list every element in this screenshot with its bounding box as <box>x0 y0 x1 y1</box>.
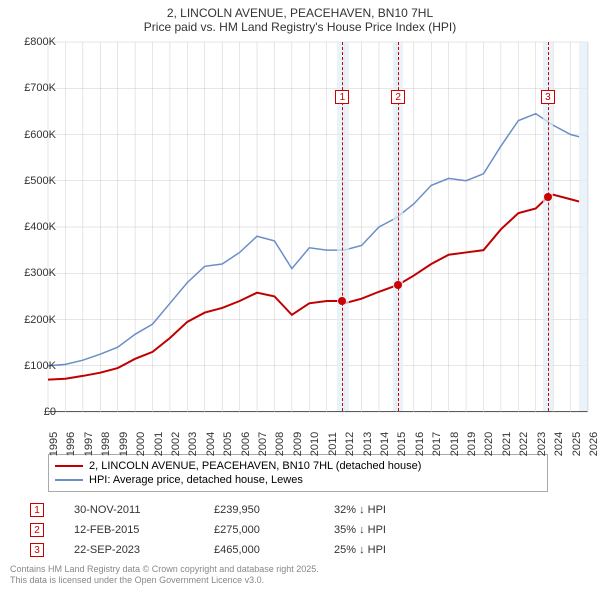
y-axis-tick-label: £400K <box>24 221 56 233</box>
legend-swatch <box>55 479 83 481</box>
transaction-diff: 35% ↓ HPI <box>334 524 454 536</box>
transaction-marker-label: 1 <box>335 90 349 104</box>
y-axis-tick-label: £500K <box>24 175 56 187</box>
x-axis-tick-label: 2021 <box>501 432 513 456</box>
x-axis-tick-label: 1999 <box>118 432 130 456</box>
transaction-price: £465,000 <box>214 544 334 556</box>
x-axis-tick-label: 2005 <box>222 432 234 456</box>
transaction-row-marker: 3 <box>30 543 44 557</box>
chart-plot-area: 1 2 3 <box>48 42 588 412</box>
x-axis-tick-label: 2003 <box>187 432 199 456</box>
x-axis-tick-label: 2015 <box>396 432 408 456</box>
y-axis-tick-label: £200K <box>24 314 56 326</box>
transaction-marker-dot <box>394 281 402 289</box>
transaction-price: £239,950 <box>214 504 334 516</box>
x-axis-tick-label: 2019 <box>466 432 478 456</box>
transaction-date: 30-NOV-2011 <box>74 504 214 516</box>
series-line-price_paid <box>48 195 579 380</box>
x-axis-tick-label: 2017 <box>431 432 443 456</box>
x-axis-tick-label: 2011 <box>327 432 339 456</box>
x-axis-tick-label: 1995 <box>48 432 60 456</box>
transaction-price: £275,000 <box>214 524 334 536</box>
transaction-row: 3 22-SEP-2023£465,00025% ↓ HPI <box>30 540 454 560</box>
attribution-line-1: Contains HM Land Registry data © Crown c… <box>10 564 319 575</box>
x-axis-tick-label: 2008 <box>274 432 286 456</box>
x-axis-tick-label: 2022 <box>518 432 530 456</box>
x-axis-tick-label: 2002 <box>170 432 182 456</box>
y-axis-tick-label: £100K <box>24 360 56 372</box>
y-axis-tick-label: £0 <box>44 406 56 418</box>
x-axis-tick-label: 1998 <box>100 432 112 456</box>
transaction-row-marker: 2 <box>30 523 44 537</box>
legend-row: HPI: Average price, detached house, Lewe… <box>55 473 541 487</box>
x-axis-tick-label: 2006 <box>240 432 252 456</box>
x-axis-tick-label: 2004 <box>205 432 217 456</box>
title-line-2: Price paid vs. HM Land Registry's House … <box>0 20 600 34</box>
transaction-diff: 25% ↓ HPI <box>334 544 454 556</box>
y-axis-tick-label: £800K <box>24 36 56 48</box>
title-line-1: 2, LINCOLN AVENUE, PEACEHAVEN, BN10 7HL <box>0 6 600 20</box>
legend: 2, LINCOLN AVENUE, PEACEHAVEN, BN10 7HL … <box>48 454 548 492</box>
legend-label: 2, LINCOLN AVENUE, PEACEHAVEN, BN10 7HL … <box>89 460 421 472</box>
chart-title: 2, LINCOLN AVENUE, PEACEHAVEN, BN10 7HL … <box>0 0 600 34</box>
x-axis-tick-label: 2012 <box>344 432 356 456</box>
x-axis-tick-label: 2016 <box>414 432 426 456</box>
transaction-marker-dot <box>338 297 346 305</box>
x-axis-tick-label: 2000 <box>135 432 147 456</box>
series-line-hpi <box>48 114 579 366</box>
x-axis-tick-label: 2009 <box>292 432 304 456</box>
x-axis-tick-label: 2025 <box>571 432 583 456</box>
transaction-marker-label: 3 <box>541 90 555 104</box>
legend-swatch <box>55 465 83 467</box>
attribution: Contains HM Land Registry data © Crown c… <box>10 564 319 586</box>
transaction-date: 12-FEB-2015 <box>74 524 214 536</box>
transaction-row: 1 30-NOV-2011£239,95032% ↓ HPI <box>30 500 454 520</box>
transaction-marker-label: 2 <box>391 90 405 104</box>
transaction-row-marker: 1 <box>30 503 44 517</box>
transaction-marker-dot <box>544 193 552 201</box>
transaction-row: 2 12-FEB-2015£275,00035% ↓ HPI <box>30 520 454 540</box>
x-axis-tick-label: 2023 <box>536 432 548 456</box>
attribution-line-2: This data is licensed under the Open Gov… <box>10 575 319 586</box>
x-axis-tick-label: 2020 <box>483 432 495 456</box>
y-axis-tick-label: £700K <box>24 82 56 94</box>
x-axis-tick-label: 2024 <box>553 432 565 456</box>
transaction-date: 22-SEP-2023 <box>74 544 214 556</box>
x-axis-tick-label: 1996 <box>65 432 77 456</box>
highlight-band <box>579 42 588 411</box>
y-axis-tick-label: £300K <box>24 267 56 279</box>
x-axis-tick-label: 2013 <box>362 432 374 456</box>
x-axis-tick-label: 2026 <box>588 432 600 456</box>
x-axis-tick-label: 2014 <box>379 432 391 456</box>
x-axis-tick-label: 2010 <box>309 432 321 456</box>
y-axis-tick-label: £600K <box>24 129 56 141</box>
x-axis-tick-label: 2007 <box>257 432 269 456</box>
transaction-diff: 32% ↓ HPI <box>334 504 454 516</box>
transactions-table: 1 30-NOV-2011£239,95032% ↓ HPI 2 12-FEB-201… <box>30 500 454 560</box>
legend-row: 2, LINCOLN AVENUE, PEACEHAVEN, BN10 7HL … <box>55 459 541 473</box>
x-axis-tick-label: 1997 <box>83 432 95 456</box>
x-axis-tick-label: 2018 <box>449 432 461 456</box>
x-axis-tick-label: 2001 <box>153 432 165 456</box>
chart-svg <box>48 42 587 411</box>
legend-label: HPI: Average price, detached house, Lewe… <box>89 474 303 486</box>
